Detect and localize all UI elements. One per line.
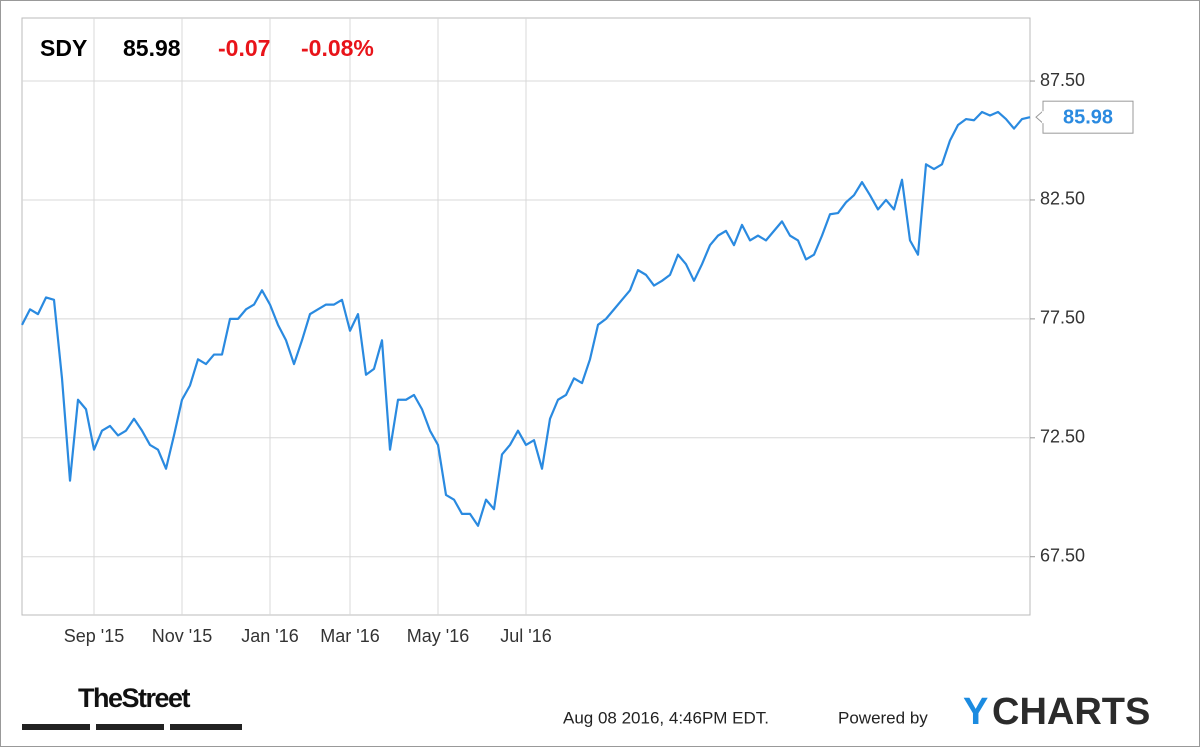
last-value-label: 85.98 xyxy=(1063,106,1113,128)
brand: TheStreet xyxy=(78,683,191,713)
brand-bar xyxy=(170,724,242,730)
x-tick-label: Sep '15 xyxy=(64,626,125,646)
y-tick-label: 87.50 xyxy=(1040,70,1085,90)
logo-charts: CHARTS xyxy=(992,691,1150,733)
x-tick-label: Jan '16 xyxy=(241,626,298,646)
timestamp: Aug 08 2016, 4:46PM EDT. xyxy=(563,708,769,727)
price-line xyxy=(21,110,1031,527)
y-tick-label: 77.50 xyxy=(1040,308,1085,328)
powered-by: Powered by xyxy=(838,708,928,727)
y-tick-label: 82.50 xyxy=(1040,189,1085,209)
x-tick-label: Jul '16 xyxy=(500,626,551,646)
x-tick-label: May '16 xyxy=(407,626,469,646)
ticker: SDY xyxy=(40,35,87,61)
y-tick-label: 72.50 xyxy=(1040,427,1085,447)
brand-bar xyxy=(96,724,164,730)
logo-y: Y xyxy=(963,691,988,733)
change-pct: -0.08% xyxy=(301,35,374,61)
x-tick-label: Nov '15 xyxy=(152,626,212,646)
change: -0.07 xyxy=(218,35,270,61)
brand-bar xyxy=(22,724,90,730)
x-tick-label: Mar '16 xyxy=(320,626,379,646)
last-box xyxy=(1042,100,1134,134)
y-tick-label: 67.50 xyxy=(1040,545,1085,565)
price: 85.98 xyxy=(123,35,181,61)
